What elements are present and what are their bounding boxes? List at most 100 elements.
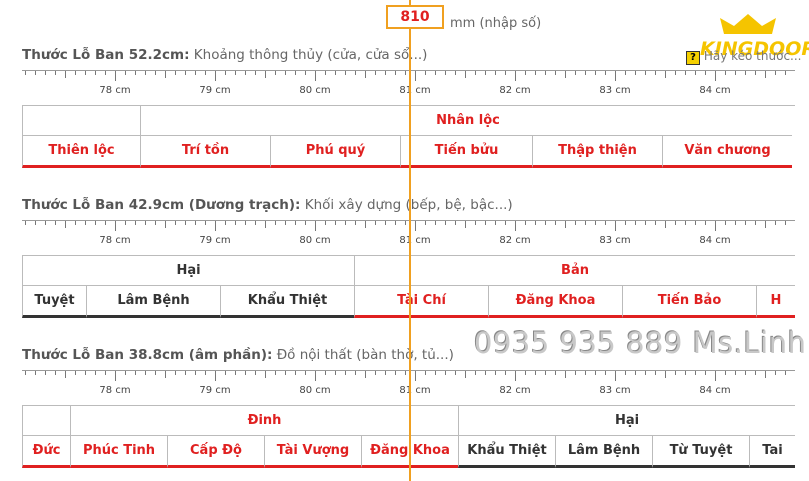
length-input[interactable]: 810 xyxy=(386,5,444,29)
tick xyxy=(375,371,376,375)
tick xyxy=(215,371,216,381)
tick xyxy=(365,371,366,378)
scale-label: 82 cm xyxy=(499,85,531,96)
tick xyxy=(185,221,186,225)
scale-label: 83 cm xyxy=(599,235,631,246)
tick xyxy=(345,371,346,375)
group-cell: Hại xyxy=(22,255,354,285)
tick xyxy=(145,371,146,375)
tick xyxy=(175,221,176,225)
tick xyxy=(395,71,396,75)
tick xyxy=(735,71,736,75)
tick xyxy=(525,71,526,75)
tick xyxy=(355,371,356,375)
tick xyxy=(145,71,146,75)
tick xyxy=(245,71,246,75)
cell: Phúc Tinh xyxy=(70,435,167,468)
tick xyxy=(625,221,626,225)
tick xyxy=(785,371,786,375)
tick xyxy=(755,371,756,375)
tick xyxy=(155,71,156,75)
tick xyxy=(55,71,56,75)
tick xyxy=(535,371,536,375)
logo: KINGDOOR xyxy=(690,10,809,60)
tick xyxy=(475,221,476,225)
tick xyxy=(575,221,576,225)
tick xyxy=(375,221,376,225)
tick xyxy=(195,221,196,225)
tick xyxy=(745,71,746,75)
hint-text: Hãy kéo thước... xyxy=(703,49,802,63)
scale-label: 79 cm xyxy=(199,235,231,246)
tick xyxy=(355,71,356,75)
tick xyxy=(505,371,506,375)
tick xyxy=(85,371,86,375)
tick xyxy=(545,71,546,75)
tick xyxy=(605,71,606,75)
tick xyxy=(465,221,466,228)
cursor-line xyxy=(409,0,411,481)
tick xyxy=(315,221,316,231)
tick xyxy=(135,71,136,75)
ruler-title: Thước Lỗ Ban 52.2cm: Khoảng thông thủy (… xyxy=(22,47,427,63)
tick xyxy=(475,71,476,75)
cell: Tài Vượng xyxy=(264,435,361,468)
tick xyxy=(125,221,126,225)
tick xyxy=(115,71,116,81)
logo-text: KINGDOOR xyxy=(700,38,809,60)
tick xyxy=(275,71,276,75)
tick xyxy=(55,371,56,375)
tick xyxy=(525,221,526,225)
tick xyxy=(765,71,766,78)
tick xyxy=(275,221,276,225)
tick xyxy=(305,71,306,75)
tick xyxy=(65,71,66,78)
tick xyxy=(185,71,186,75)
tick xyxy=(245,371,246,375)
tick xyxy=(165,71,166,78)
cell: Thập thiện xyxy=(532,135,662,168)
tick xyxy=(665,371,666,378)
tick xyxy=(715,221,716,231)
tick xyxy=(75,221,76,225)
tick xyxy=(555,221,556,225)
cell: Lâm Bệnh xyxy=(555,435,652,468)
tick xyxy=(255,371,256,375)
tick xyxy=(345,71,346,75)
tick xyxy=(585,71,586,75)
ruler-usage: Đồ nội thất (bàn thờ, tủ...) xyxy=(276,347,454,363)
tick xyxy=(705,71,706,75)
cell: Tài Chí xyxy=(354,285,488,318)
tick xyxy=(335,71,336,75)
tick xyxy=(715,71,716,81)
cell: Đức xyxy=(22,435,70,468)
tick xyxy=(435,221,436,225)
tick xyxy=(125,371,126,375)
tick xyxy=(135,221,136,225)
tick xyxy=(25,71,26,75)
tick xyxy=(345,221,346,225)
cell: Văn chương xyxy=(662,135,792,168)
cell: Tiến Bảo xyxy=(622,285,756,318)
group-cell: Bản xyxy=(354,255,795,285)
tick xyxy=(375,71,376,75)
tick xyxy=(425,221,426,225)
tick xyxy=(225,221,226,225)
tick xyxy=(395,221,396,225)
tick xyxy=(585,221,586,225)
tick xyxy=(385,221,386,225)
tick xyxy=(575,71,576,75)
tick xyxy=(25,221,26,225)
scale-label: 81 cm xyxy=(399,85,431,96)
tick xyxy=(245,221,246,225)
tick xyxy=(545,371,546,375)
group-cell xyxy=(22,405,70,435)
tick xyxy=(695,221,696,225)
tick xyxy=(675,71,676,75)
scale-label: 83 cm xyxy=(599,385,631,396)
tick xyxy=(745,371,746,375)
tick xyxy=(635,371,636,375)
tick xyxy=(625,71,626,75)
tick xyxy=(235,221,236,225)
scale-label: 79 cm xyxy=(199,385,231,396)
